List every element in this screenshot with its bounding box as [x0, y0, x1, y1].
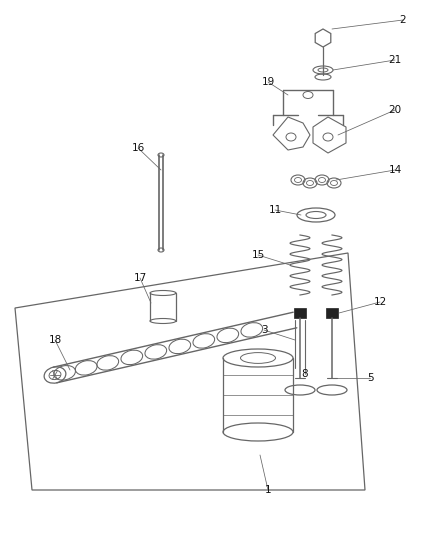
Bar	[326, 308, 338, 318]
Text: 20: 20	[389, 105, 402, 115]
Text: 19: 19	[261, 77, 275, 87]
Text: 12: 12	[373, 297, 387, 307]
Text: 21: 21	[389, 55, 402, 65]
Text: 2: 2	[400, 15, 406, 25]
Text: 18: 18	[48, 335, 62, 345]
Text: 15: 15	[251, 250, 265, 260]
Text: 8: 8	[302, 369, 308, 379]
Text: 11: 11	[268, 205, 282, 215]
Text: 14: 14	[389, 165, 402, 175]
Text: 16: 16	[131, 143, 145, 153]
Text: 3: 3	[261, 325, 267, 335]
Bar	[294, 308, 306, 318]
Text: 17: 17	[134, 273, 147, 283]
Text: 1: 1	[265, 485, 271, 495]
Text: 5: 5	[367, 373, 373, 383]
